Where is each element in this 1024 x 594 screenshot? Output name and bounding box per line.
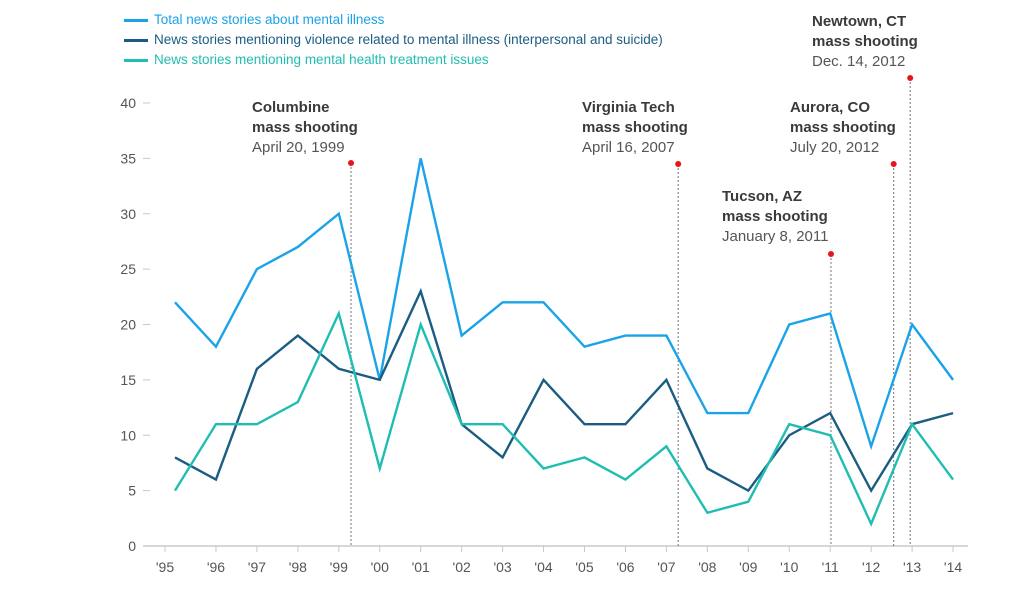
annotation-date: July 20, 2012 [790, 139, 880, 156]
annotation-title: Virginia Tech [582, 99, 675, 116]
annotation-date: April 16, 2007 [582, 139, 675, 156]
y-tick-label: 10 [120, 427, 136, 443]
x-tick-label: '96 [207, 559, 225, 575]
legend-item-total: Total news stories about mental illness [124, 10, 663, 30]
annotation-newtown: Newtown, CT mass shooting Dec. 14, 2012 [812, 12, 918, 72]
series-line-2 [173, 309, 955, 527]
x-tick-label: '09 [739, 559, 757, 575]
x-tick-label: '97 [248, 559, 266, 575]
y-tick-label: 5 [128, 483, 136, 499]
annotation-title: Columbine [252, 99, 330, 116]
x-tick-label: '02 [453, 559, 471, 575]
x-tick-label: '10 [780, 559, 798, 575]
annotation-title: mass shooting [790, 119, 896, 136]
x-tick-label: '05 [575, 559, 593, 575]
annotation-tucson: Tucson, AZ mass shooting January 8, 2011 [722, 187, 828, 247]
y-tick-label: 15 [120, 372, 136, 388]
y-tick-label: 25 [120, 261, 136, 277]
x-tick-label: '08 [698, 559, 716, 575]
legend-label: News stories mentioning violence related… [154, 32, 663, 47]
x-tick-label: '13 [903, 559, 921, 575]
legend-item-violence: News stories mentioning violence related… [124, 30, 663, 50]
y-tick-label: 20 [120, 317, 136, 333]
legend: Total news stories about mental illness … [124, 10, 663, 70]
annotation-title: Newtown, CT [812, 13, 907, 30]
x-tick-label: '00 [371, 559, 389, 575]
x-tick-label: '98 [289, 559, 307, 575]
event-marker [827, 251, 834, 257]
y-tick-label: 35 [120, 150, 136, 166]
x-tick-label: '99 [330, 559, 348, 575]
legend-label: News stories mentioning mental health tr… [154, 52, 489, 67]
event-marker [348, 160, 355, 166]
legend-label: Total news stories about mental illness [154, 12, 385, 27]
x-tick-label: '06 [616, 559, 634, 575]
annotation-title: Tucson, AZ [722, 188, 802, 205]
y-tick-label: 30 [120, 206, 136, 222]
series-line-1 [174, 287, 954, 494]
x-tick-label: '95 [156, 559, 174, 575]
event-marker [907, 75, 914, 81]
x-tick-label: '01 [412, 559, 430, 575]
annotation-date: April 20, 1999 [252, 139, 345, 156]
legend-item-treatment: News stories mentioning mental health tr… [124, 50, 663, 70]
annotation-title: mass shooting [812, 33, 918, 50]
annotation-date: January 8, 2011 [722, 228, 829, 245]
annotation-title: mass shooting [722, 208, 828, 225]
annotation-title: Aurora, CO [790, 99, 871, 116]
legend-swatch [124, 18, 148, 22]
annotation-virginia-tech: Virginia Tech mass shooting April 16, 2007 [582, 98, 688, 158]
series-line-0 [174, 158, 955, 451]
x-tick-label: '14 [944, 559, 962, 575]
annotation-date: Dec. 14, 2012 [812, 53, 906, 70]
x-tick-label: '11 [822, 559, 839, 575]
x-tick-label: '04 [534, 559, 552, 575]
annotation-aurora: Aurora, CO mass shooting July 20, 2012 [790, 98, 896, 158]
x-tick-label: '12 [862, 559, 880, 575]
event-marker [675, 161, 682, 167]
legend-swatch [124, 38, 148, 42]
legend-swatch [124, 58, 148, 62]
x-tick-label: '03 [493, 559, 511, 575]
x-tick-label: '07 [657, 559, 675, 575]
y-tick-label: 0 [128, 538, 136, 554]
annotation-columbine: Columbine mass shooting April 20, 1999 [252, 98, 358, 158]
annotation-title: mass shooting [252, 119, 358, 136]
event-marker [890, 161, 897, 167]
annotation-title: mass shooting [582, 119, 688, 136]
y-tick-label: 40 [120, 95, 136, 111]
